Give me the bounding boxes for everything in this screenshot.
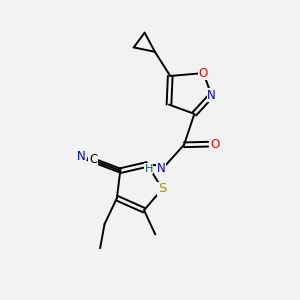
Text: N: N — [77, 150, 86, 163]
Text: S: S — [158, 182, 166, 195]
Text: C: C — [89, 153, 97, 166]
Text: O: O — [199, 67, 208, 80]
Text: O: O — [210, 138, 219, 151]
Text: N: N — [157, 162, 166, 176]
Text: N: N — [207, 89, 216, 102]
Text: H: H — [145, 164, 153, 174]
